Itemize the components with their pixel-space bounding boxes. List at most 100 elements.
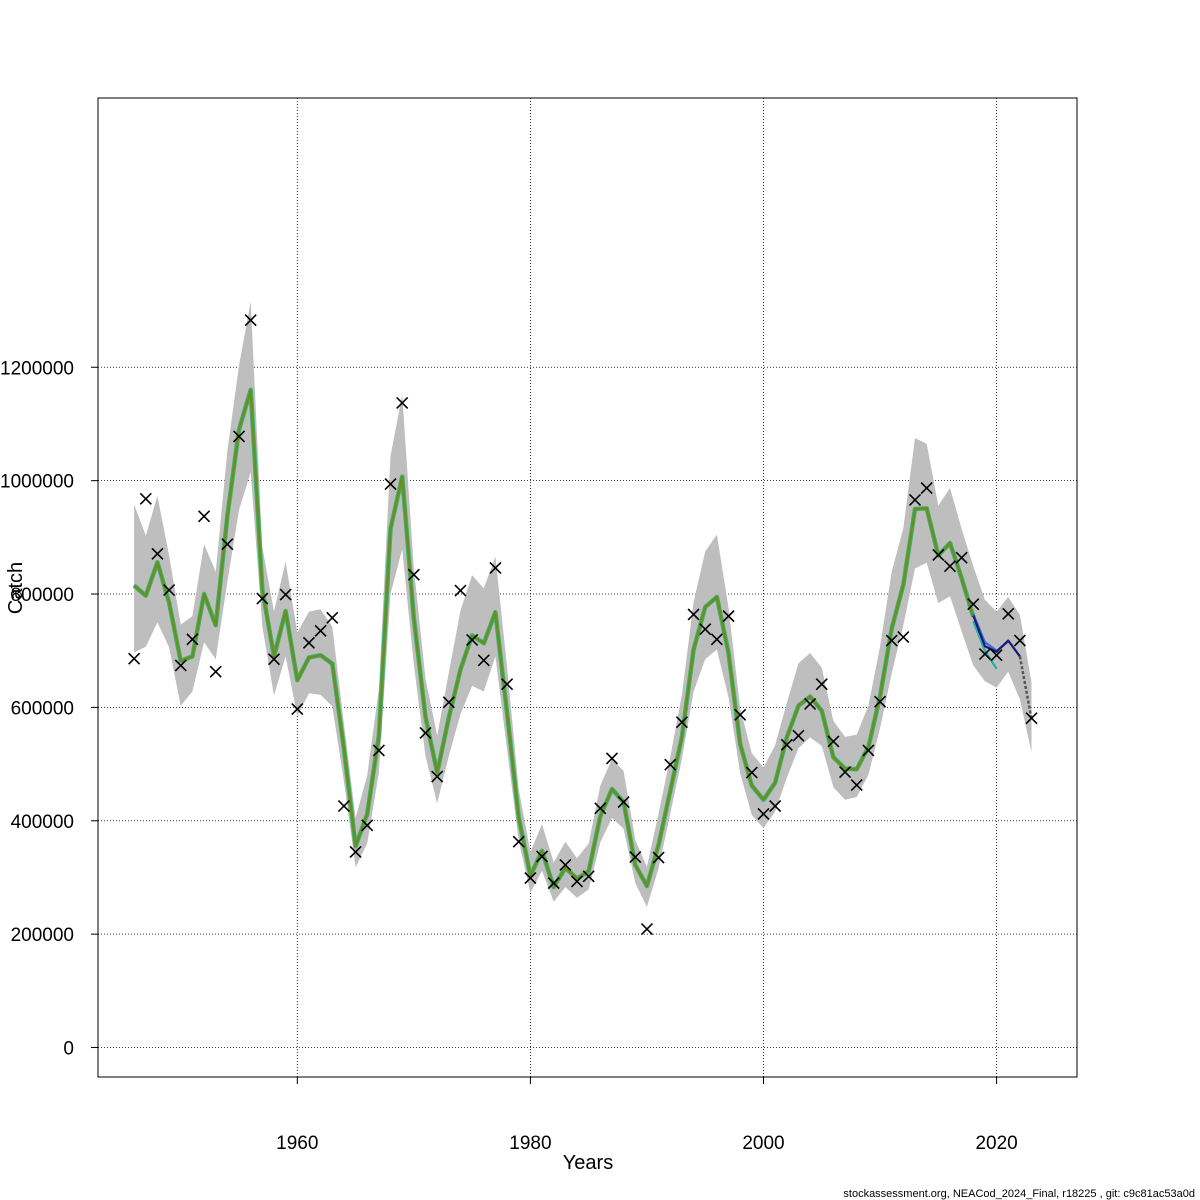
fit-line [133, 388, 975, 889]
y-tick-label: 1200000 [0, 358, 74, 379]
observed-point [932, 548, 945, 561]
observed-point [501, 678, 514, 691]
observed-point [1013, 634, 1026, 647]
footer-credit: stockassessment.org, NEACod_2024_Final, … [843, 1188, 1195, 1200]
observed-point [920, 481, 933, 495]
y-tick-label: 600000 [11, 698, 74, 719]
observed-point [652, 851, 665, 864]
y-axis-title: Catch [5, 562, 27, 614]
observed-point [640, 922, 654, 936]
observed-point [442, 696, 455, 709]
observed-point [862, 744, 875, 757]
observed-point [664, 758, 677, 771]
observed-point [163, 583, 176, 597]
observed-point [384, 477, 397, 491]
observed-point [850, 778, 863, 792]
grid-lines [98, 98, 1077, 1077]
observed-point [489, 561, 502, 575]
fit-line-outline [132, 387, 976, 890]
observed-point [769, 799, 782, 813]
observed-point [699, 623, 712, 636]
observed-point [466, 633, 479, 647]
y-tick-label: 800000 [11, 585, 74, 606]
observed-point [804, 697, 817, 711]
observed-point [267, 653, 281, 666]
observed-points-layer [128, 314, 1038, 936]
observed-point [1002, 607, 1015, 620]
observed-point [396, 396, 409, 410]
x-tick-label: 2000 [742, 1133, 784, 1154]
observed-point [232, 430, 246, 443]
observed-point [221, 538, 234, 551]
observed-point [978, 648, 991, 661]
observed-point [291, 703, 304, 716]
observed-point [885, 634, 898, 647]
forecast-line [1018, 656, 1033, 719]
observed-point [617, 795, 630, 809]
observed-point [477, 654, 490, 667]
observed-point [407, 568, 420, 581]
observed-point [535, 850, 549, 863]
observed-point [792, 729, 805, 742]
y-axis: 0 200000 400000 600000 800000 1000000 1200000 [0, 358, 98, 1060]
observed-point [244, 314, 257, 327]
observed-point [757, 807, 770, 821]
x-tick-label: 2020 [975, 1133, 1017, 1154]
observed-point [151, 547, 164, 560]
observed-point [174, 659, 187, 672]
observed-point [582, 870, 595, 883]
series-lines-layer [132, 387, 1033, 890]
observed-point [594, 802, 607, 815]
observed-point [675, 716, 688, 729]
observed-point [547, 877, 560, 890]
observed-point [605, 752, 619, 765]
observed-point [209, 665, 222, 678]
observed-point [873, 695, 887, 708]
y-tick-label: 1000000 [0, 472, 74, 493]
observed-point [722, 610, 735, 623]
observed-point [815, 678, 828, 691]
observed-point [419, 726, 432, 739]
y-tick-label: 200000 [11, 925, 74, 946]
y-tick-label: 0 [63, 1039, 74, 1060]
y-tick-label: 400000 [11, 812, 74, 833]
observed-point [990, 649, 1003, 662]
observed-point [943, 560, 957, 573]
x-axis: 1960 1980 2000 2020 [276, 1077, 1018, 1154]
observed-point [326, 611, 339, 624]
observed-point [361, 819, 374, 832]
observed-point [1025, 712, 1038, 725]
observed-point [139, 492, 152, 505]
observed-point [314, 624, 327, 637]
x-axis-title: Years [563, 1152, 613, 1174]
observed-point [908, 493, 922, 506]
observed-point [955, 551, 968, 564]
observed-point [302, 636, 316, 649]
observed-point [337, 799, 350, 813]
observed-point [512, 835, 525, 848]
retro-line [972, 615, 1021, 658]
observed-point [897, 631, 910, 644]
observed-point [197, 510, 211, 523]
observed-point [524, 871, 537, 885]
observed-point [431, 770, 444, 783]
observed-point [454, 584, 467, 597]
x-tick-label: 1960 [276, 1133, 318, 1154]
observed-point [710, 633, 723, 646]
observed-point [967, 598, 980, 611]
observed-point [734, 708, 747, 721]
plot-frame [97, 97, 1078, 1078]
observed-point [186, 633, 199, 646]
observed-point [839, 765, 852, 779]
observed-point [256, 592, 269, 605]
observed-point [559, 858, 572, 872]
observed-point [687, 608, 700, 621]
retro-line [972, 620, 998, 670]
observed-point [780, 738, 793, 751]
observed-point [372, 744, 385, 757]
observed-point [629, 850, 642, 864]
observed-point [128, 652, 141, 665]
observed-point [827, 735, 840, 748]
observed-point [570, 875, 584, 888]
